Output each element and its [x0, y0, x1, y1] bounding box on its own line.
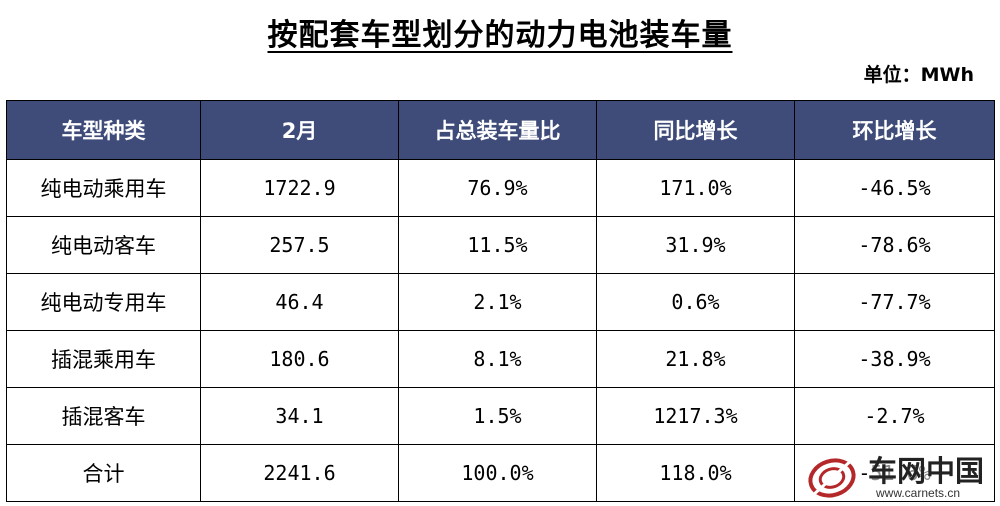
- volume-cell: 180.6: [200, 330, 399, 388]
- yoy-cell: 1217.3%: [596, 387, 795, 445]
- table-row: 插混客车 34.1 1.5% 1217.3% -2.7%: [6, 387, 995, 445]
- header-share: 占总装车量比: [398, 100, 597, 160]
- mom-cell: -38.9%: [794, 330, 995, 388]
- table-row: 插混乘用车 180.6 8.1% 21.8% -38.9%: [6, 330, 995, 388]
- mom-cell: -2.7%: [794, 387, 995, 445]
- table-header-row: 车型种类 2月 占总装车量比 同比增长 环比增长: [6, 100, 995, 160]
- unit-label: 单位：MWh: [863, 64, 974, 86]
- volume-cell: 257.5: [200, 216, 399, 274]
- watermark-brand: 车网中国: [868, 448, 985, 490]
- share-cell: 11.5%: [398, 216, 597, 274]
- header-mom: 环比增长: [794, 100, 995, 160]
- carnets-logo-icon: [808, 456, 856, 498]
- mom-cell: -78.6%: [794, 216, 995, 274]
- table-row-total: 合计 2241.6 100.0% 118.0% -51.6%: [6, 444, 995, 502]
- vehicle-type-cell: 纯电动乘用车: [6, 159, 201, 217]
- table-row: 纯电动专用车 46.4 2.1% 0.6% -77.7%: [6, 273, 995, 331]
- yoy-cell: 21.8%: [596, 330, 795, 388]
- mom-cell: -77.7%: [794, 273, 995, 331]
- volume-cell: 46.4: [200, 273, 399, 331]
- table-row: 纯电动客车 257.5 11.5% 31.9% -78.6%: [6, 216, 995, 274]
- battery-table: 车型种类 2月 占总装车量比 同比增长 环比增长 纯电动乘用车 1722.9 7…: [6, 100, 995, 502]
- vehicle-type-cell: 插混客车: [6, 387, 201, 445]
- watermark: 车网中国 www.carnets.cn: [806, 448, 996, 502]
- yoy-cell: 118.0%: [596, 444, 795, 502]
- share-cell: 100.0%: [398, 444, 597, 502]
- volume-cell: 2241.6: [200, 444, 399, 502]
- share-cell: 8.1%: [398, 330, 597, 388]
- yoy-cell: 31.9%: [596, 216, 795, 274]
- vehicle-type-cell: 合计: [6, 444, 201, 502]
- share-cell: 76.9%: [398, 159, 597, 217]
- watermark-url: www.carnets.cn: [876, 486, 961, 500]
- share-cell: 2.1%: [398, 273, 597, 331]
- header-yoy: 同比增长: [596, 100, 795, 160]
- vehicle-type-cell: 插混乘用车: [6, 330, 201, 388]
- volume-cell: 1722.9: [200, 159, 399, 217]
- mom-cell: -46.5%: [794, 159, 995, 217]
- vehicle-type-cell: 纯电动专用车: [6, 273, 201, 331]
- share-cell: 1.5%: [398, 387, 597, 445]
- yoy-cell: 171.0%: [596, 159, 795, 217]
- header-february: 2月: [200, 100, 399, 160]
- yoy-cell: 0.6%: [596, 273, 795, 331]
- header-vehicle-type: 车型种类: [6, 100, 201, 160]
- vehicle-type-cell: 纯电动客车: [6, 216, 201, 274]
- volume-cell: 34.1: [200, 387, 399, 445]
- page-title: 按配套车型划分的动力电池装车量: [267, 18, 733, 53]
- table-row: 纯电动乘用车 1722.9 76.9% 171.0% -46.5%: [6, 159, 995, 217]
